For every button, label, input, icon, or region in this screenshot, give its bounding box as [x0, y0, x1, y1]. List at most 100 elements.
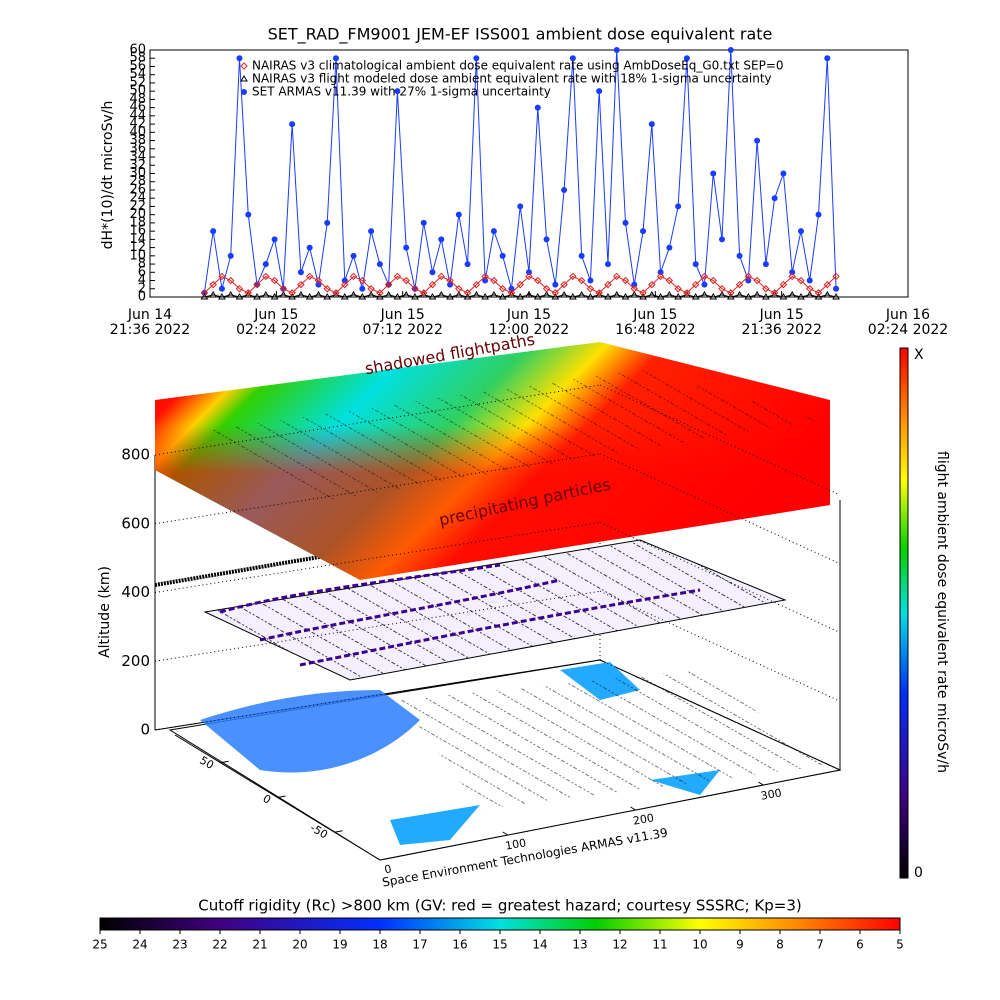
data-point: [824, 55, 831, 62]
data-point: [517, 203, 524, 210]
data-point: [455, 285, 463, 293]
data-point: [604, 293, 612, 300]
z-tick-label: 600: [121, 514, 150, 532]
data-point: [754, 137, 761, 144]
data-point: [771, 195, 778, 202]
data-point: [691, 293, 700, 300]
data-point: [709, 276, 717, 285]
data-point: [526, 269, 532, 276]
data-point: [595, 289, 603, 297]
data-point: [490, 290, 498, 298]
rigidity-tick-label: 9: [736, 938, 744, 952]
data-point: [613, 47, 620, 53]
rigidity-tick-label: 10: [692, 938, 707, 952]
data-point: [428, 280, 437, 289]
data-point: [833, 285, 840, 292]
data-point: [647, 290, 656, 298]
lat-tick: [334, 830, 343, 833]
data-point: [454, 290, 463, 298]
legend-marker: [240, 62, 248, 70]
data-point: [314, 276, 323, 285]
legend-label: SET ARMAS v11.39 with 27% 1-sigma uncert…: [252, 85, 551, 99]
data-point: [235, 285, 244, 293]
data-point: [411, 285, 419, 293]
legend-marker: [240, 75, 248, 82]
lon-tick-label: 0: [383, 862, 392, 876]
data-point: [323, 293, 332, 300]
data-point: [244, 289, 252, 297]
lon-tick-label: 100: [504, 836, 527, 852]
legend-marker: [241, 89, 247, 95]
data-point: [761, 293, 770, 300]
rigidity-bar: [99, 917, 901, 931]
rigidity-tick-label: 5: [896, 938, 904, 952]
data-point: [490, 228, 497, 235]
rigidity-tick-label: 25: [92, 938, 107, 952]
data-point: [744, 272, 753, 281]
data-point: [367, 285, 375, 293]
y-tick-label: 20: [129, 207, 146, 222]
data-point: [516, 293, 525, 300]
data-point: [279, 285, 288, 293]
rigidity-tick-label: 21: [252, 938, 267, 952]
lat-tick: [277, 795, 286, 798]
data-point: [718, 285, 726, 293]
data-point: [446, 276, 454, 285]
y-tick-label: 32: [129, 158, 146, 173]
lon-tick-label: 300: [760, 786, 783, 802]
data-point: [727, 289, 735, 297]
flight-tracks: [400, 670, 830, 810]
data-point: [245, 211, 252, 218]
data-point: [209, 280, 217, 289]
y-tick-label: 52: [129, 75, 146, 90]
data-point: [561, 186, 568, 193]
data-point: [367, 290, 375, 298]
rigidity-tick-label: 15: [492, 938, 507, 952]
data-point: [428, 293, 437, 300]
y-axis-label: dH*(10)/dt microSv/h: [100, 101, 116, 250]
data-point: [271, 236, 278, 243]
legend-label: NAIRAS v3 flight modeled dose ambient eq…: [252, 72, 772, 86]
data-point: [482, 277, 489, 284]
data-point: [349, 290, 358, 298]
rigidity-tick-label: 18: [372, 938, 387, 952]
data-point: [481, 272, 489, 281]
data-point: [297, 269, 304, 276]
surface-panel: shadowed flightpaths precipitating parti…: [97, 330, 842, 890]
data-point: [789, 269, 796, 276]
data-point: [508, 285, 515, 292]
data-point: [779, 280, 788, 289]
grid-line: [599, 590, 841, 702]
data-point: [288, 293, 297, 300]
data-point: [551, 293, 560, 300]
data-point: [648, 280, 656, 289]
y-tick-label: 8: [138, 257, 146, 272]
data-point: [657, 269, 664, 276]
grid-line: [599, 522, 841, 633]
data-point: [350, 252, 357, 259]
colorbar-top-label: X: [914, 347, 924, 363]
data-point: [621, 293, 630, 300]
data-point: [692, 261, 699, 268]
data-point: [402, 290, 411, 298]
y-tick-label: 50: [129, 84, 146, 99]
data-point: [463, 293, 472, 300]
data-point: [815, 211, 822, 218]
flight-track: [154, 548, 361, 587]
x-tick-label: Jun 15 16:48 2022: [615, 307, 695, 338]
colorbar: [899, 347, 909, 879]
legend-label: NAIRAS v3 climatological ambient dose eq…: [252, 59, 784, 73]
data-point: [289, 121, 296, 128]
data-point: [613, 272, 621, 281]
data-point: [218, 285, 225, 292]
data-point: [560, 280, 568, 289]
rigidity-tick-label: 8: [776, 938, 784, 952]
y-tick-label: 30: [129, 166, 146, 181]
data-point: [297, 280, 305, 289]
map-land: [200, 690, 420, 773]
data-point: [604, 261, 611, 268]
x-tick-label: Jun 15 02:24 2022: [236, 307, 316, 338]
y-tick-label: 26: [129, 182, 146, 197]
y-tick-label: 42: [129, 117, 146, 132]
x-tick-label: Jun 14 21:36 2022: [110, 307, 190, 338]
